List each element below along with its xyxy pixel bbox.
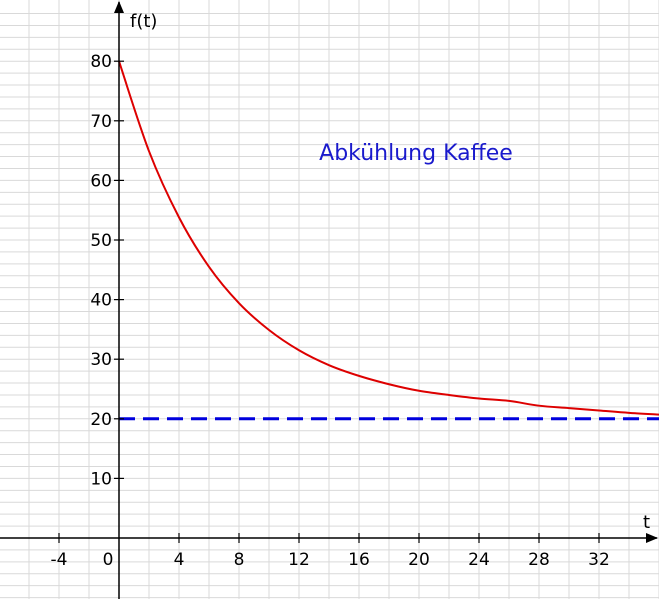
series-layer xyxy=(118,60,659,421)
x-tick-label: 20 xyxy=(408,550,430,570)
y-tick-label: 80 xyxy=(90,52,112,72)
y-tick-label: 40 xyxy=(90,291,112,311)
y-tick-label: 60 xyxy=(90,171,112,191)
x-axis-label: t xyxy=(643,512,650,533)
y-tick-label: 30 xyxy=(90,350,112,370)
cooling-curve xyxy=(118,60,659,416)
x-tick-label: 32 xyxy=(588,550,610,570)
y-tick-label: 70 xyxy=(90,112,112,132)
x-tick-label: 16 xyxy=(348,550,370,570)
x-tick-label: 28 xyxy=(528,550,550,570)
x-tick-label: 24 xyxy=(468,550,490,570)
chart-title: Abkühlung Kaffee xyxy=(319,141,513,166)
x-tick-label: -4 xyxy=(51,550,68,570)
x-tick-label: 8 xyxy=(234,550,245,570)
y-tick-label: 50 xyxy=(90,231,112,251)
y-axis-label: f(t) xyxy=(130,11,157,32)
x-tick-label: 12 xyxy=(288,550,310,570)
y-tick-label: 20 xyxy=(90,410,112,430)
x-axis-arrow-icon xyxy=(646,533,658,543)
ticks: -4 4 8 12 16 20 24 28 32 10 20 30 40 50 60 70 80 xyxy=(51,52,610,570)
y-axis-arrow-icon xyxy=(114,1,124,13)
origin-label: 0 xyxy=(103,550,114,570)
y-tick-label: 10 xyxy=(90,469,112,489)
x-tick-label: 4 xyxy=(174,550,185,570)
